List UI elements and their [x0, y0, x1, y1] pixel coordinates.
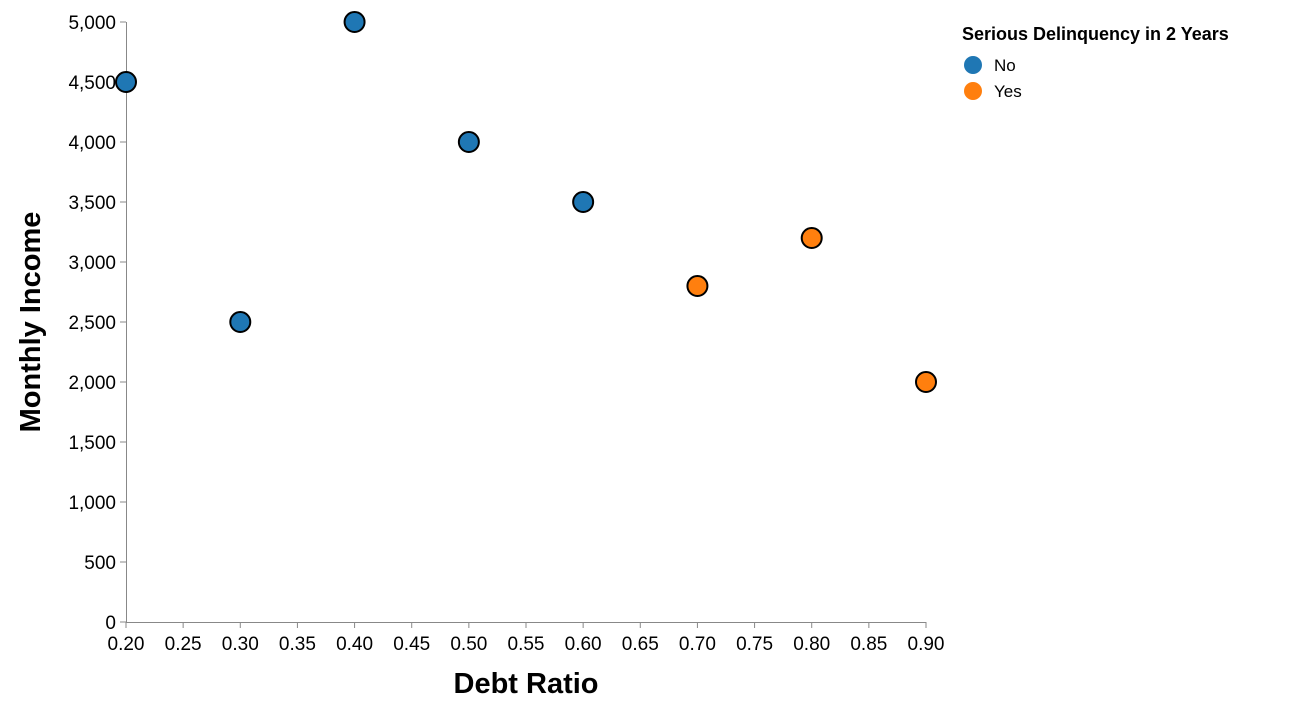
- x-tick-label: 0.85: [850, 634, 887, 655]
- legend: Serious Delinquency in 2 Years No Yes: [962, 24, 1229, 101]
- data-point-no: [343, 11, 366, 33]
- x-tick-label: 0.60: [565, 634, 602, 655]
- data-point-yes: [915, 371, 937, 393]
- y-tick-label: 2,500: [68, 313, 116, 334]
- x-tick-label: 0.50: [450, 634, 487, 655]
- legend-swatch-no: [964, 56, 982, 74]
- axes: 0.20 0.25 0.30 0.35 0.40 0.45 0.50 0.55 0.60 0.65…: [15, 13, 944, 700]
- legend-title: Serious Delinquency in 2 Years: [962, 24, 1229, 44]
- legend-swatch-yes: [964, 82, 982, 100]
- x-tick-label: 0.80: [793, 634, 830, 655]
- y-tick-label: 500: [84, 553, 116, 574]
- x-tick-label: 0.40: [336, 634, 373, 655]
- x-tick-label: 0.90: [908, 634, 945, 655]
- data-points: [115, 11, 937, 393]
- data-point-yes: [800, 227, 823, 249]
- data-point-yes: [686, 275, 709, 297]
- x-tick-label: 0.20: [108, 634, 145, 655]
- y-tick-label: 4,000: [68, 133, 116, 154]
- x-axis-title: Debt Ratio: [454, 668, 599, 700]
- x-tick-label: 0.30: [222, 634, 259, 655]
- y-tick-label: 3,000: [68, 253, 116, 274]
- data-point-no: [115, 71, 137, 93]
- x-tick-label: 0.35: [279, 634, 316, 655]
- x-tick-label: 0.65: [622, 634, 659, 655]
- y-tick-label: 3,500: [68, 193, 116, 214]
- y-tick-label: 4,500: [68, 73, 116, 94]
- y-axis-title: Monthly Income: [15, 212, 47, 433]
- x-tick-label: 0.45: [393, 634, 430, 655]
- x-tick-label: 0.25: [165, 634, 202, 655]
- legend-label-no: No: [994, 56, 1016, 75]
- data-point-no: [457, 131, 480, 153]
- y-tick-label: 0: [105, 613, 116, 634]
- y-tick-label: 1,000: [68, 493, 116, 514]
- data-point-no: [229, 311, 252, 333]
- y-axis-ticks: 0 500 1,000 1,500 2,000 2,500 3,000 3,500 4,000 4…: [68, 13, 126, 634]
- data-point-no: [572, 191, 595, 213]
- legend-items: No Yes: [964, 56, 1022, 101]
- legend-label-yes: Yes: [994, 82, 1022, 101]
- y-tick-label: 5,000: [68, 13, 116, 34]
- x-tick-label: 0.55: [508, 634, 545, 655]
- x-axis-ticks: 0.20 0.25 0.30 0.35 0.40 0.45 0.50 0.55 0.60 0.65…: [108, 622, 945, 655]
- y-tick-label: 1,500: [68, 433, 116, 454]
- y-tick-label: 2,000: [68, 373, 116, 394]
- x-tick-label: 0.70: [679, 634, 716, 655]
- x-tick-label: 0.75: [736, 634, 773, 655]
